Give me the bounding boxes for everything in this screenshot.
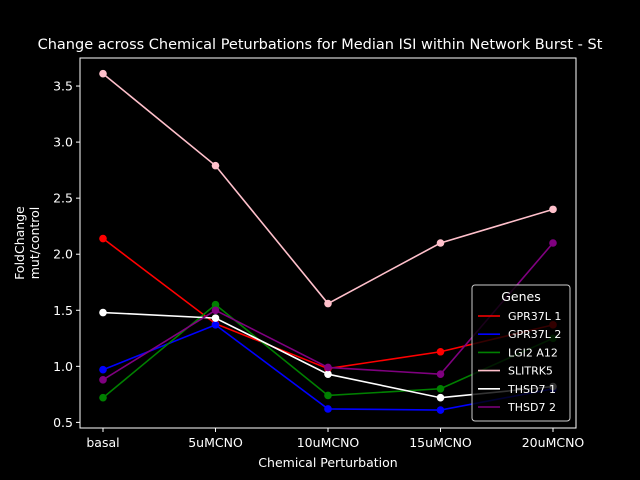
y-tick-label: 0.5 [53,415,73,430]
legend-entry: THSD7 1 [478,383,556,396]
y-tick-label: 3.5 [53,79,73,94]
legend-title: Genes [501,289,541,304]
data-point [99,375,107,384]
x-tick-label: basal [86,435,119,450]
x-axis: basal 5uMCNO 10uMCNO 15uMCNO 20uMCNO [86,428,584,450]
series-line [102,73,554,305]
y-tick-label: 1.5 [53,303,73,318]
legend-label: GPR37L 2 [508,328,561,341]
data-point [324,370,332,378]
data-point [324,391,332,400]
data-point [324,363,332,372]
legend-box [471,284,571,422]
legend-label: LGI2 A12 [508,346,558,359]
data-point [436,384,445,393]
data-point [211,321,220,329]
data-point [549,205,557,214]
x-tick-label: 5uMCNO [188,435,243,450]
y-axis-label-line2: mut/control [27,207,42,280]
data-point [211,300,220,309]
y-axis: 0.5 1.0 1.5 2.0 2.5 3.0 3.5 [53,79,80,430]
y-axis-label: FoldChange mut/control [12,206,42,280]
legend-label: SLITRK5 [508,365,553,378]
y-tick-label: 2.0 [53,247,73,262]
data-point [324,405,332,413]
legend-label: GPR37L 1 [508,310,561,323]
data-point [99,365,107,374]
data-point [211,314,220,322]
data-point [99,393,107,402]
data-point [99,69,107,78]
data-point [436,406,445,414]
data-point [211,306,220,315]
x-tick-label: 10uMCNO [297,435,360,450]
y-tick-label: 2.5 [53,191,73,206]
legend-entry: GPR37L 2 [478,328,561,341]
data-point [99,308,107,317]
series-layer [99,69,557,414]
y-axis-label-line1: FoldChange [12,206,27,280]
data-point [436,393,445,402]
data-point [436,370,445,378]
data-point [436,239,445,247]
data-point [211,161,220,170]
series-slitrk5 [99,69,557,308]
data-point [99,234,107,243]
legend-entry: SLITRK5 [478,365,553,378]
x-tick-label: 20uMCNO [522,435,585,450]
legend-label: THSD7 2 [507,401,556,414]
data-point [549,239,557,247]
legend: Genes GPR37L 1 GPR37L 2 LGI2 A12 SLITRK5 THS… [471,284,571,422]
legend-label: THSD7 1 [507,383,556,396]
legend-entry: THSD7 2 [478,401,556,414]
y-tick-label: 1.0 [53,359,73,374]
x-axis-label: Chemical Perturbation [258,455,397,470]
legend-entry: GPR37L 1 [478,310,561,323]
chart-title: Change across Chemical Peturbations for … [38,37,603,53]
y-tick-label: 3.0 [53,135,73,150]
data-point [324,299,332,308]
legend-entry: LGI2 A12 [478,346,558,359]
data-point [436,347,445,356]
x-tick-label: 15uMCNO [409,435,472,450]
